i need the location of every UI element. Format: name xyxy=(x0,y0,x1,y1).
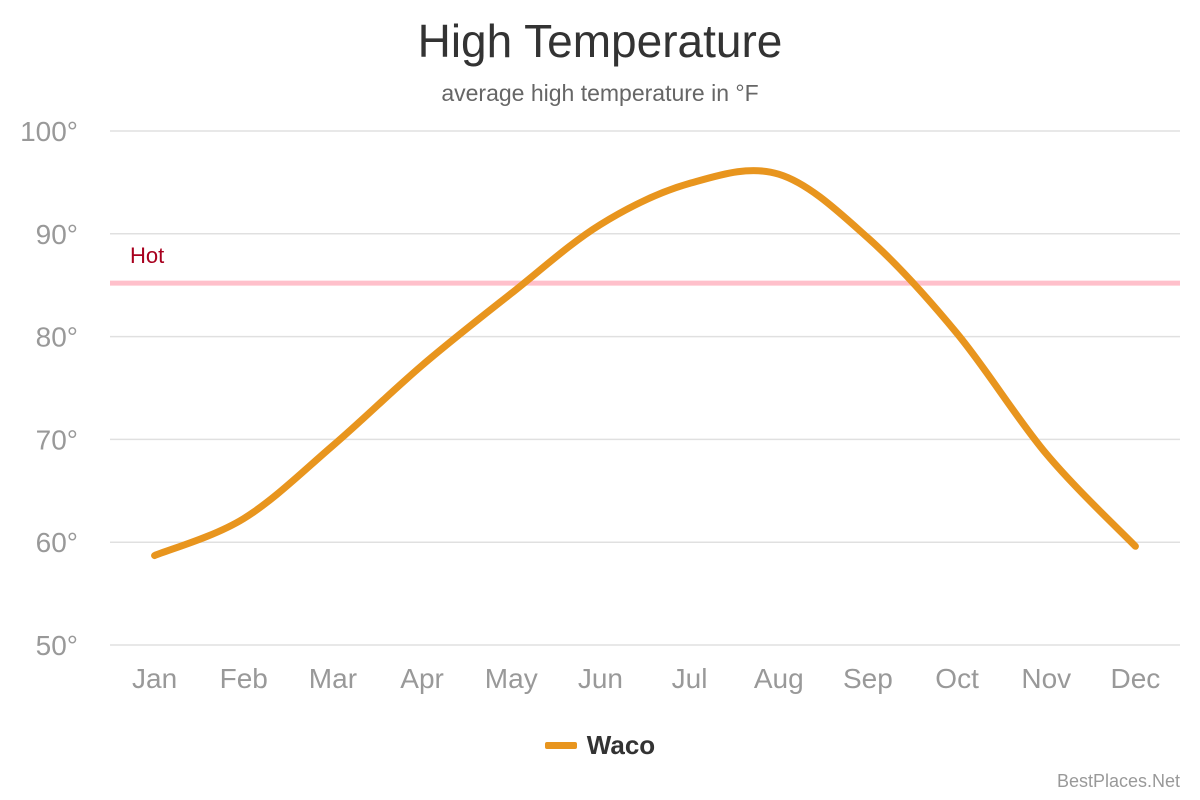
x-tick-label: Jul xyxy=(672,663,708,694)
x-tick-label: Jun xyxy=(578,663,623,694)
legend[interactable]: Waco xyxy=(0,730,1200,761)
y-tick-label: 50° xyxy=(36,630,78,661)
x-tick-label: Dec xyxy=(1111,663,1161,694)
series-line-waco xyxy=(151,167,1139,560)
y-tick-label: 60° xyxy=(36,527,78,558)
y-tick-label: 100° xyxy=(20,116,78,147)
chart-title: High Temperature xyxy=(417,15,783,67)
legend-swatch xyxy=(544,742,577,749)
x-tick-label: Jan xyxy=(132,663,177,694)
x-tick-label: Nov xyxy=(1021,663,1071,694)
x-tick-label: Apr xyxy=(400,663,444,694)
y-tick-label: 80° xyxy=(36,322,78,353)
source-credit[interactable]: BestPlaces.Net xyxy=(1056,771,1180,791)
legend-label-waco: Waco xyxy=(586,730,656,760)
hot-threshold-label: Hot xyxy=(130,243,164,268)
x-tick-label: May xyxy=(485,663,538,694)
y-tick-label: 90° xyxy=(36,219,78,250)
x-tick-label: Mar xyxy=(309,663,357,694)
x-tick-label: Sep xyxy=(843,663,893,694)
x-tick-label: Feb xyxy=(220,663,268,694)
x-tick-label: Aug xyxy=(754,663,804,694)
y-tick-label: 70° xyxy=(36,424,78,455)
chart-subtitle: average high temperature in °F xyxy=(441,80,759,106)
x-tick-label: Oct xyxy=(935,663,979,694)
